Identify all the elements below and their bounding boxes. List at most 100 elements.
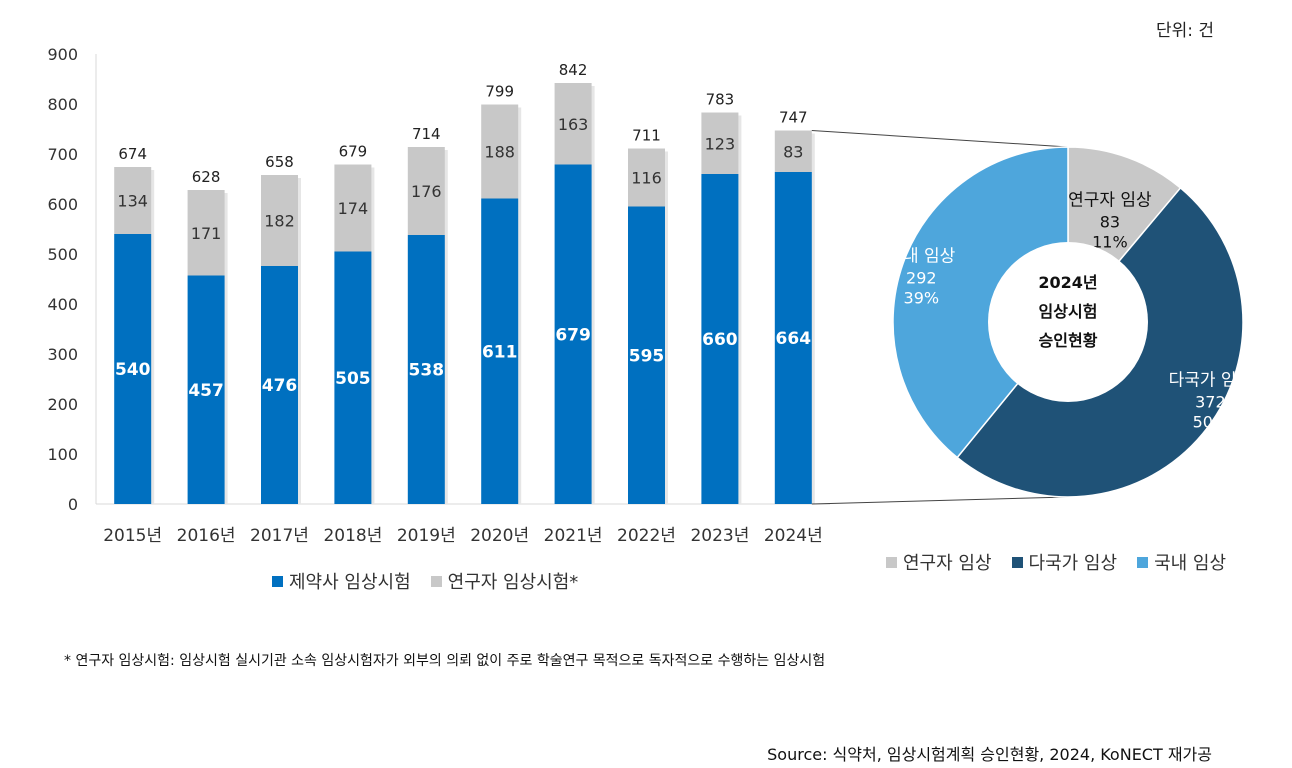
investigator-value-label: 171 xyxy=(191,224,222,243)
investigator-value-label: 83 xyxy=(783,142,803,161)
y-tick-label: 600 xyxy=(47,195,78,214)
legend-label: 다국가 임상 xyxy=(1028,553,1118,574)
slice-percent-label: 39% xyxy=(904,289,940,308)
x-tick-label: 2020년 xyxy=(470,526,529,546)
legend-investigator: 연구자 임상시험* xyxy=(430,568,579,594)
legend-label: 연구자 임상시험* xyxy=(447,572,579,593)
investigator-value-label: 176 xyxy=(411,182,442,201)
donut-center-label: 임상시험 xyxy=(1039,302,1098,321)
slice-name-label: 연구자 임상 xyxy=(1068,190,1152,210)
donut-slice xyxy=(892,146,1069,459)
legend-swatch xyxy=(1137,556,1149,568)
x-tick-label: 2015년 xyxy=(103,526,162,546)
slice-percent-label: 11% xyxy=(1092,232,1128,251)
connector-line-top xyxy=(811,130,1069,148)
bar-pharma xyxy=(774,172,812,504)
x-tick-label: 2023년 xyxy=(690,526,749,546)
investigator-value-label: 123 xyxy=(705,134,736,153)
slice-value-label: 372 xyxy=(1195,392,1226,411)
y-tick-label: 400 xyxy=(47,295,78,314)
pie-legend-item: 다국가 임상 xyxy=(1011,549,1118,575)
total-value-label: 714 xyxy=(412,125,441,143)
pharma-value-label: 660 xyxy=(702,330,738,350)
x-tick-label: 2018년 xyxy=(323,526,382,546)
total-value-label: 783 xyxy=(706,91,735,109)
slice-value-label: 83 xyxy=(1100,212,1120,231)
bar-legend: 제약사 임상시험 연구자 임상시험* xyxy=(272,568,598,594)
source-note: Source: 식약처, 임상시험계획 승인현황, 2024, KoNECT 재… xyxy=(767,745,1212,764)
total-value-label: 711 xyxy=(632,127,661,145)
y-tick-label: 300 xyxy=(47,345,78,364)
total-value-label: 628 xyxy=(192,168,221,186)
legend-label: 제약사 임상시험 xyxy=(289,572,411,593)
legend-label: 국내 임상 xyxy=(1154,553,1227,574)
bar-investigator xyxy=(334,164,372,252)
bar-investigator xyxy=(114,167,152,234)
bar-investigator xyxy=(774,130,812,172)
x-tick-label: 2017년 xyxy=(250,526,309,546)
pharma-value-label: 540 xyxy=(115,360,151,380)
bar-pharma xyxy=(261,266,298,504)
pie-legend: 연구자 임상 다국가 임상 국내 임상 xyxy=(886,549,1246,575)
investigator-value-label: 134 xyxy=(117,192,148,211)
bar-investigator xyxy=(701,112,739,174)
bar-pharma xyxy=(701,174,739,504)
bar-pharma xyxy=(481,198,519,504)
donut-center-label: 2024년 xyxy=(1038,273,1097,292)
total-value-label: 674 xyxy=(118,145,147,163)
investigator-value-label: 182 xyxy=(264,212,295,231)
pharma-value-label: 457 xyxy=(188,381,224,401)
investigator-value-label: 174 xyxy=(338,199,369,218)
bar-investigator xyxy=(261,175,298,266)
x-tick-label: 2016년 xyxy=(177,526,236,546)
pharma-value-label: 476 xyxy=(262,376,298,396)
bar-pharma xyxy=(334,251,372,504)
total-value-label: 747 xyxy=(779,109,808,127)
donut-hole xyxy=(988,242,1148,402)
y-tick-label: 900 xyxy=(47,45,78,64)
donut-center-label: 승인현황 xyxy=(1039,331,1098,350)
slice-name-label: 국내 임상 xyxy=(887,247,955,267)
pie-legend-item: 국내 임상 xyxy=(1137,549,1226,575)
bar-pharma xyxy=(628,206,665,504)
total-value-label: 658 xyxy=(265,153,294,171)
bar-pharma xyxy=(407,235,445,504)
y-tick-label: 500 xyxy=(47,245,78,264)
pharma-value-label: 505 xyxy=(335,369,371,389)
slice-name-label: 다국가 임상 xyxy=(1169,370,1253,390)
footnote: * 연구자 임상시험: 임상시험 실시기관 소속 임상시험자가 외부의 의뢰 없… xyxy=(64,653,826,669)
slice-value-label: 292 xyxy=(906,269,937,288)
pharma-value-label: 664 xyxy=(776,329,812,349)
legend-swatch xyxy=(272,575,283,587)
y-tick-label: 200 xyxy=(47,395,78,414)
investigator-value-label: 188 xyxy=(484,143,515,162)
pharma-value-label: 595 xyxy=(629,346,665,366)
total-value-label: 842 xyxy=(559,61,588,79)
slice-percent-label: 50% xyxy=(1193,412,1229,431)
bar-investigator xyxy=(407,147,445,235)
connector-line-bottom xyxy=(811,496,1069,505)
unit-label: 단위: 건 xyxy=(1155,21,1214,41)
total-value-label: 679 xyxy=(339,143,368,161)
y-tick-label: 800 xyxy=(47,95,78,114)
x-tick-label: 2021년 xyxy=(544,526,603,546)
bar-pharma xyxy=(187,275,225,504)
y-tick-label: 0 xyxy=(68,495,78,514)
bar-investigator xyxy=(554,83,592,165)
pharma-value-label: 679 xyxy=(555,325,591,345)
total-value-label: 799 xyxy=(485,83,514,101)
investigator-value-label: 116 xyxy=(631,169,662,188)
bar-chart: 0 100 200 300 400 500 600 700 800 900 540 134 674 201… xyxy=(47,45,830,546)
legend-pharma: 제약사 임상시험 xyxy=(272,568,411,594)
connector-lines xyxy=(811,130,1069,505)
pie-legend-item: 연구자 임상 xyxy=(886,549,992,575)
legend-swatch xyxy=(886,556,897,568)
legend-swatch xyxy=(1011,556,1023,568)
x-tick-label: 2022년 xyxy=(617,526,676,546)
pharma-value-label: 611 xyxy=(482,342,518,362)
y-tick-label: 700 xyxy=(47,145,78,164)
bar-pharma xyxy=(554,164,592,504)
bar-pharma xyxy=(114,234,152,504)
